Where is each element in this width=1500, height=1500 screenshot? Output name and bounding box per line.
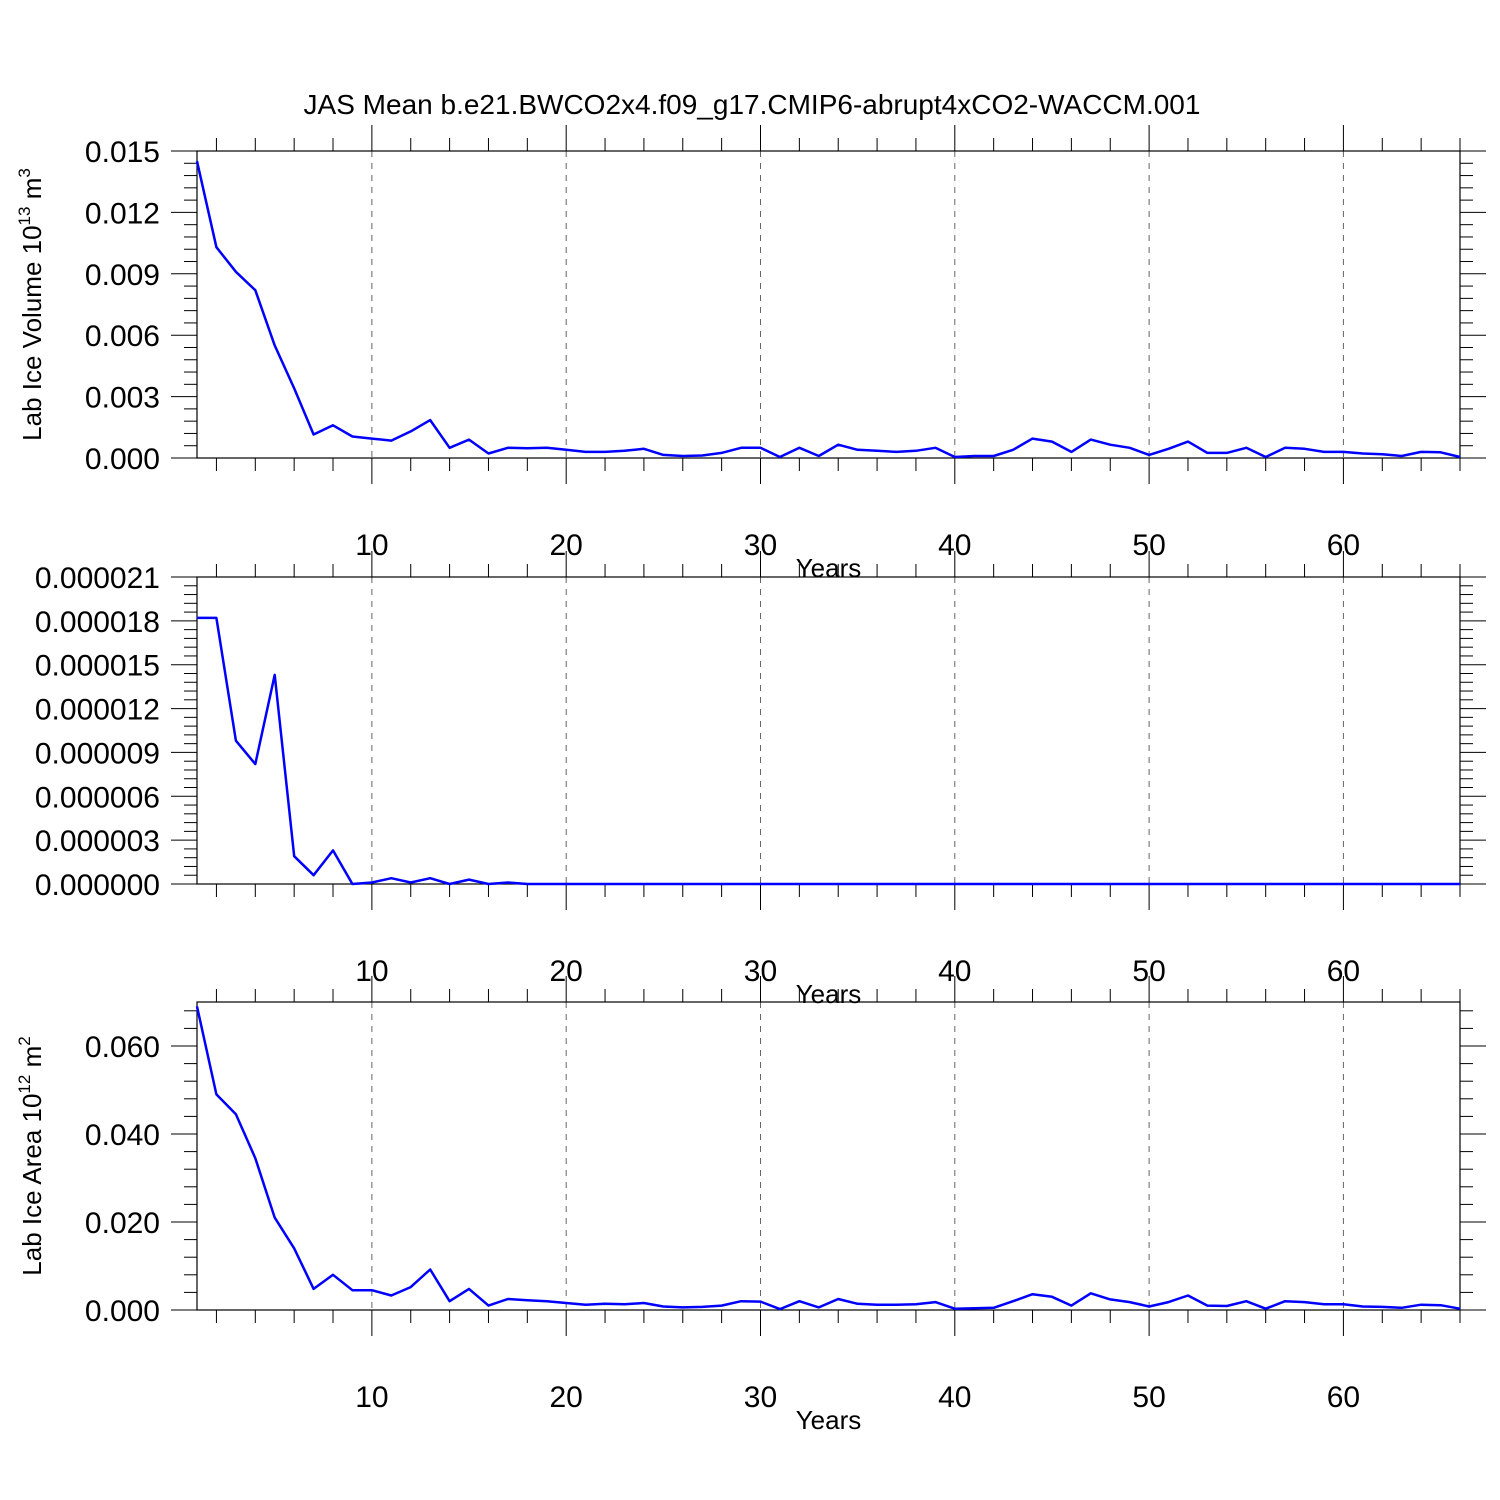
y-tick-label: 0.009 xyxy=(85,259,160,292)
y-axis-title: Lab Ice Volume 1013 m3 xyxy=(15,168,47,441)
y-tick-label: 0.000006 xyxy=(35,781,160,814)
panels: 10 20 30 40 50 60 Years 0.000 0.003 0.006 0.009 0.0… xyxy=(15,125,1486,1435)
y-tick-label: 0.000000 xyxy=(35,869,160,902)
y-tick-label: 0.015 xyxy=(85,136,160,169)
y-axis-title-unit: m xyxy=(17,178,47,207)
x-tick-label: 50 xyxy=(1132,1381,1165,1414)
y-tick-label: 0.000015 xyxy=(35,650,160,683)
x-axis-title: Years xyxy=(796,553,862,583)
series-line xyxy=(195,1006,1461,1311)
y-tick-label: 0.000 xyxy=(85,1295,160,1328)
x-tick-label: 30 xyxy=(744,1381,777,1414)
chart-panel-3: 10 20 30 40 50 60 Years 0.000 0.020 0.040 0.060 Lab… xyxy=(15,976,1486,1435)
plot-frame xyxy=(196,1001,1461,1311)
y-axis-title-exponent: 13 xyxy=(15,207,34,226)
y-tick-label: 0.000003 xyxy=(35,825,160,858)
y-tick-label: 0.000018 xyxy=(35,606,160,639)
x-tick-label: 60 xyxy=(1327,1381,1360,1414)
y-axis-title-text: Lab Ice Area 10 xyxy=(17,1094,47,1276)
y-tick-label: 0.020 xyxy=(85,1207,160,1240)
y-tick-label: 0.000021 xyxy=(35,562,160,595)
y-tick-label: 0.006 xyxy=(85,320,160,353)
y-tick-label: 0.000 xyxy=(85,443,160,476)
y-tick-label: 0.003 xyxy=(85,382,160,415)
y-axis-title-unit-exponent: 2 xyxy=(15,1036,34,1045)
series-line xyxy=(195,160,1461,459)
x-tick-label: 20 xyxy=(549,1381,582,1414)
x-tick-label: 40 xyxy=(938,1381,971,1414)
y-tick-label: 0.000012 xyxy=(35,694,160,727)
y-axis-title-unit: m xyxy=(17,1046,47,1075)
y-axis-title-exponent: 12 xyxy=(15,1075,34,1094)
x-axis-title: Years xyxy=(796,1405,862,1435)
y-axis-title-text: Lab Ice Volume 10 xyxy=(17,225,47,440)
y-tick-label: 0.060 xyxy=(85,1031,160,1064)
x-tick-label: 10 xyxy=(355,1381,388,1414)
y-axis-title-unit-exponent: 3 xyxy=(15,168,34,177)
y-tick-label: 0.040 xyxy=(85,1119,160,1152)
chart-panel-2: 10 20 30 40 50 60Years0.0000000.0000030.00000… xyxy=(35,551,1486,1009)
plot-frame xyxy=(196,576,1461,885)
plot-frame xyxy=(196,150,1461,459)
y-axis-title: Lab Ice Area 1012 m2 xyxy=(15,1036,47,1275)
figure-title: JAS Mean b.e21.BWCO2x4.f09_g17.CMIP6-abr… xyxy=(304,89,1201,120)
series-line xyxy=(197,616,1460,886)
chart-panel-1: 10 20 30 40 50 60Years0.0000.0030.0060.0090.0… xyxy=(15,125,1486,583)
y-tick-label: 0.000009 xyxy=(35,737,160,770)
y-tick-label: 0.012 xyxy=(85,197,160,230)
x-axis-title: Years xyxy=(796,979,862,1009)
